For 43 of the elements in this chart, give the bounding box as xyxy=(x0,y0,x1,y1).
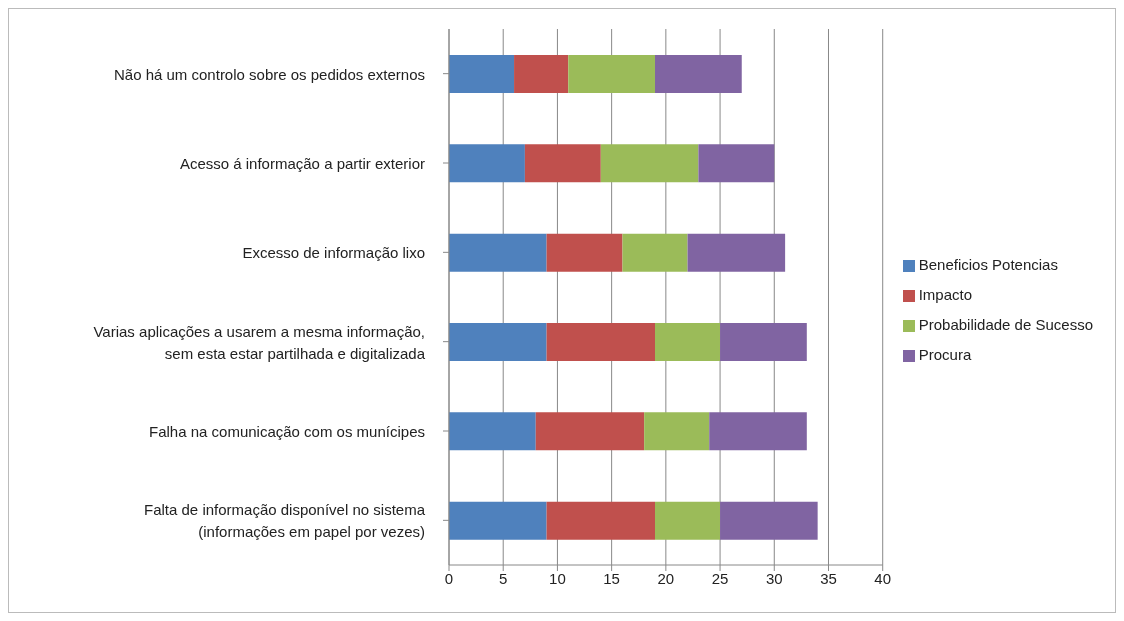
bar xyxy=(655,501,721,540)
bar xyxy=(546,233,623,272)
y-tick-label: Excesso de informação lixo xyxy=(242,243,425,261)
y-tick-label: Falta de informação disponível no sistema (informações em papel por vezes) xyxy=(144,500,426,540)
bar xyxy=(709,412,807,451)
bar xyxy=(720,501,818,540)
bar xyxy=(720,323,807,361)
x-tick-label: 35 xyxy=(820,569,837,587)
bar xyxy=(622,233,688,272)
legend-label: Impacto xyxy=(918,285,973,303)
bar xyxy=(600,144,699,183)
bar xyxy=(535,412,645,451)
bar xyxy=(655,55,742,93)
legend-label: Beneficios Potencias xyxy=(918,255,1058,273)
bar xyxy=(449,233,547,272)
bar xyxy=(655,323,721,361)
bar xyxy=(644,412,710,451)
x-tick-label: 0 xyxy=(444,569,454,587)
bar xyxy=(698,144,775,183)
x-tick-label: 25 xyxy=(711,569,729,587)
y-tick-label: Não há um controlo sobre os pedidos externos xyxy=(113,65,425,83)
bar xyxy=(568,55,656,93)
legend-label: Probabilidade de Sucesso xyxy=(918,315,1093,333)
x-tick-label: 40 xyxy=(874,569,892,587)
y-tick-label: Falha na comunicação com os munícipes xyxy=(149,422,425,440)
x-tick-label: 30 xyxy=(765,569,783,587)
bar xyxy=(546,323,656,361)
bar xyxy=(514,55,569,93)
x-tick-label: 5 xyxy=(499,569,508,587)
bar xyxy=(687,233,786,272)
bar xyxy=(449,501,547,540)
x-tick-label: 15 xyxy=(603,569,620,587)
x-tick-label: 10 xyxy=(549,569,566,587)
bar xyxy=(546,501,656,540)
bar xyxy=(449,323,547,361)
bar xyxy=(449,412,536,451)
x-tick-label: 20 xyxy=(657,569,675,587)
bar xyxy=(524,144,601,183)
y-tick-label: Acesso á informação a partir exterior xyxy=(179,154,425,172)
legend-label: Procura xyxy=(918,345,972,363)
bar xyxy=(449,55,515,93)
bar xyxy=(449,144,525,183)
y-tick-label: Varias aplicações a usarem a mesma informação, sem esta estar partilhada e digitalizada xyxy=(93,322,426,362)
